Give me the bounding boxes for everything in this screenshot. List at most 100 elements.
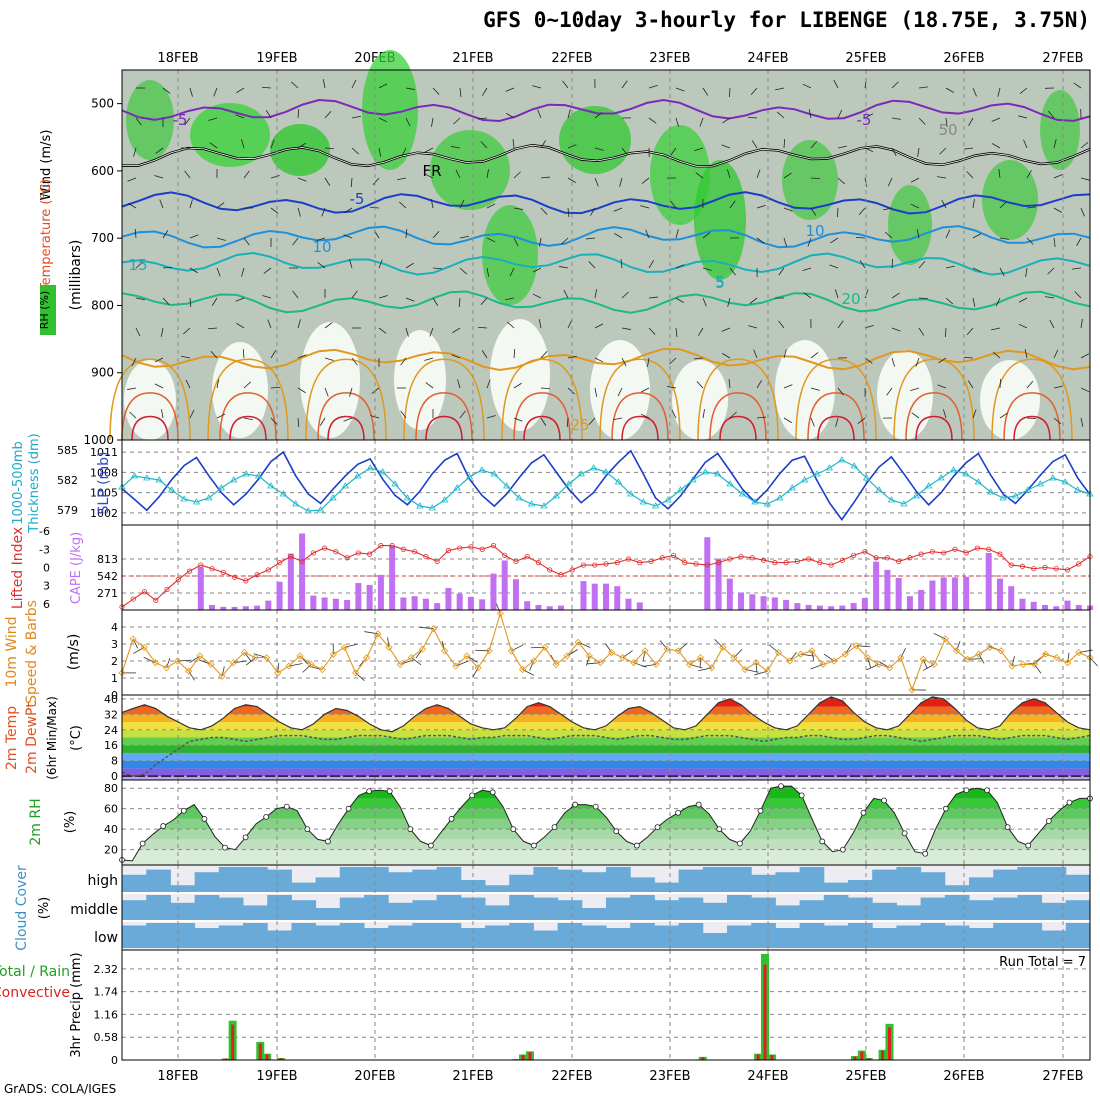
cape-bar [411,596,418,610]
wind-barb [670,200,677,209]
lifted-index-point [828,562,834,568]
cloud-cell [339,923,365,948]
lifted-index-point [231,574,238,580]
wind-barb [324,322,333,329]
wind-barb [945,117,948,127]
lifted-index-point [580,562,587,568]
wind-barb [561,237,569,245]
lifted-index-point [592,562,598,568]
wind-barb [1073,82,1082,89]
temperature-contour [991,358,1073,441]
wind-barb [621,327,631,330]
y-tick-label: 1000 [83,433,114,447]
wind-speed-point [485,647,493,655]
cloud-cell [339,867,365,893]
wind-barb [918,297,929,300]
cloud-cell [751,874,776,893]
rh-moist-area [650,125,710,225]
wind-barb [513,417,523,422]
precip-convective-bar [763,964,767,1060]
wind-speed-point [429,625,438,633]
wind-barb [775,87,785,91]
thickness-point [366,464,374,471]
wind-barb [270,350,277,359]
cape-bar [625,598,632,610]
wind-barb [405,327,409,337]
cloud-cell [460,897,486,921]
wind-barb [810,417,815,427]
wind-barb [540,417,547,426]
wind-barb [532,85,542,89]
rh-moist-area [888,185,932,265]
wind-barb [400,357,407,366]
cape-bar [580,581,587,610]
lifted-index-point [986,546,992,552]
rh-band [122,849,1090,865]
wind-barb [1047,267,1055,275]
cape-bar [377,574,384,610]
rh-moist-area [982,160,1038,240]
rh-point [386,788,393,795]
wind-speed-point [396,660,404,668]
rh-moist-area [782,140,838,220]
rh-point [839,846,846,853]
rh-moist-area [1040,90,1080,170]
lifted-index-point [862,549,868,555]
cape-bar [783,599,790,610]
cloud-cell [267,895,292,921]
cape-bar [963,576,970,610]
wind-speed-point [697,654,705,662]
wind-barb [702,87,709,96]
wind-barb [1053,349,1059,359]
cape-bar [366,584,373,610]
cloud-cell [267,869,292,893]
wind-barb [270,386,281,389]
cloud-level-label: low [94,930,118,946]
wind-barb [162,297,170,305]
wind-barb [1080,319,1083,329]
wind-barb [588,417,596,425]
cloud-cell [823,925,849,948]
rh-dry-area [980,360,1040,440]
cloud-cell [436,895,462,921]
wind-barb [562,80,569,89]
wind-barb [918,117,926,125]
wind-barb [265,110,272,119]
lifted-index-point [276,560,283,566]
cape-bar [1075,604,1082,610]
date-label-top: 26FEB [943,51,984,66]
wind-barb [424,173,434,179]
lifted-index-point [310,550,316,556]
lifted-index-point [524,553,530,560]
wind-barb [938,357,947,364]
wind-barb [507,321,515,329]
wind-speed-point [685,660,694,668]
wind-barb [837,320,844,329]
y-tick-label-right: 271 [97,587,118,600]
wind-barb [783,349,787,359]
y-tick-label-right: 1005 [90,487,118,500]
cloud-cell [218,867,244,893]
wind-speed-point [652,660,660,668]
wind-barb [127,387,137,390]
cloud-cell [1065,900,1091,921]
y-tick-label: 2 [111,655,118,668]
wind-barb [594,289,597,299]
wind-speed-point [263,654,271,662]
cloud-cell [896,867,922,893]
wind-barb [641,177,650,184]
cape-bar [918,589,925,610]
cape-bar [884,569,891,610]
wind-barb [702,297,707,307]
wind-barb [728,87,731,98]
rh-point [695,801,702,808]
cape-bar [321,597,328,610]
axis-title-minmax: (6hr Min/Max) [45,696,59,780]
wind-barb [808,109,812,119]
wind-barb [154,383,164,389]
cloud-cell [146,869,171,893]
wind-barb [567,109,571,119]
wind-speed-point [797,650,805,658]
axis-title-pressure: (millibars) [68,240,84,311]
wind-barb [241,267,245,277]
